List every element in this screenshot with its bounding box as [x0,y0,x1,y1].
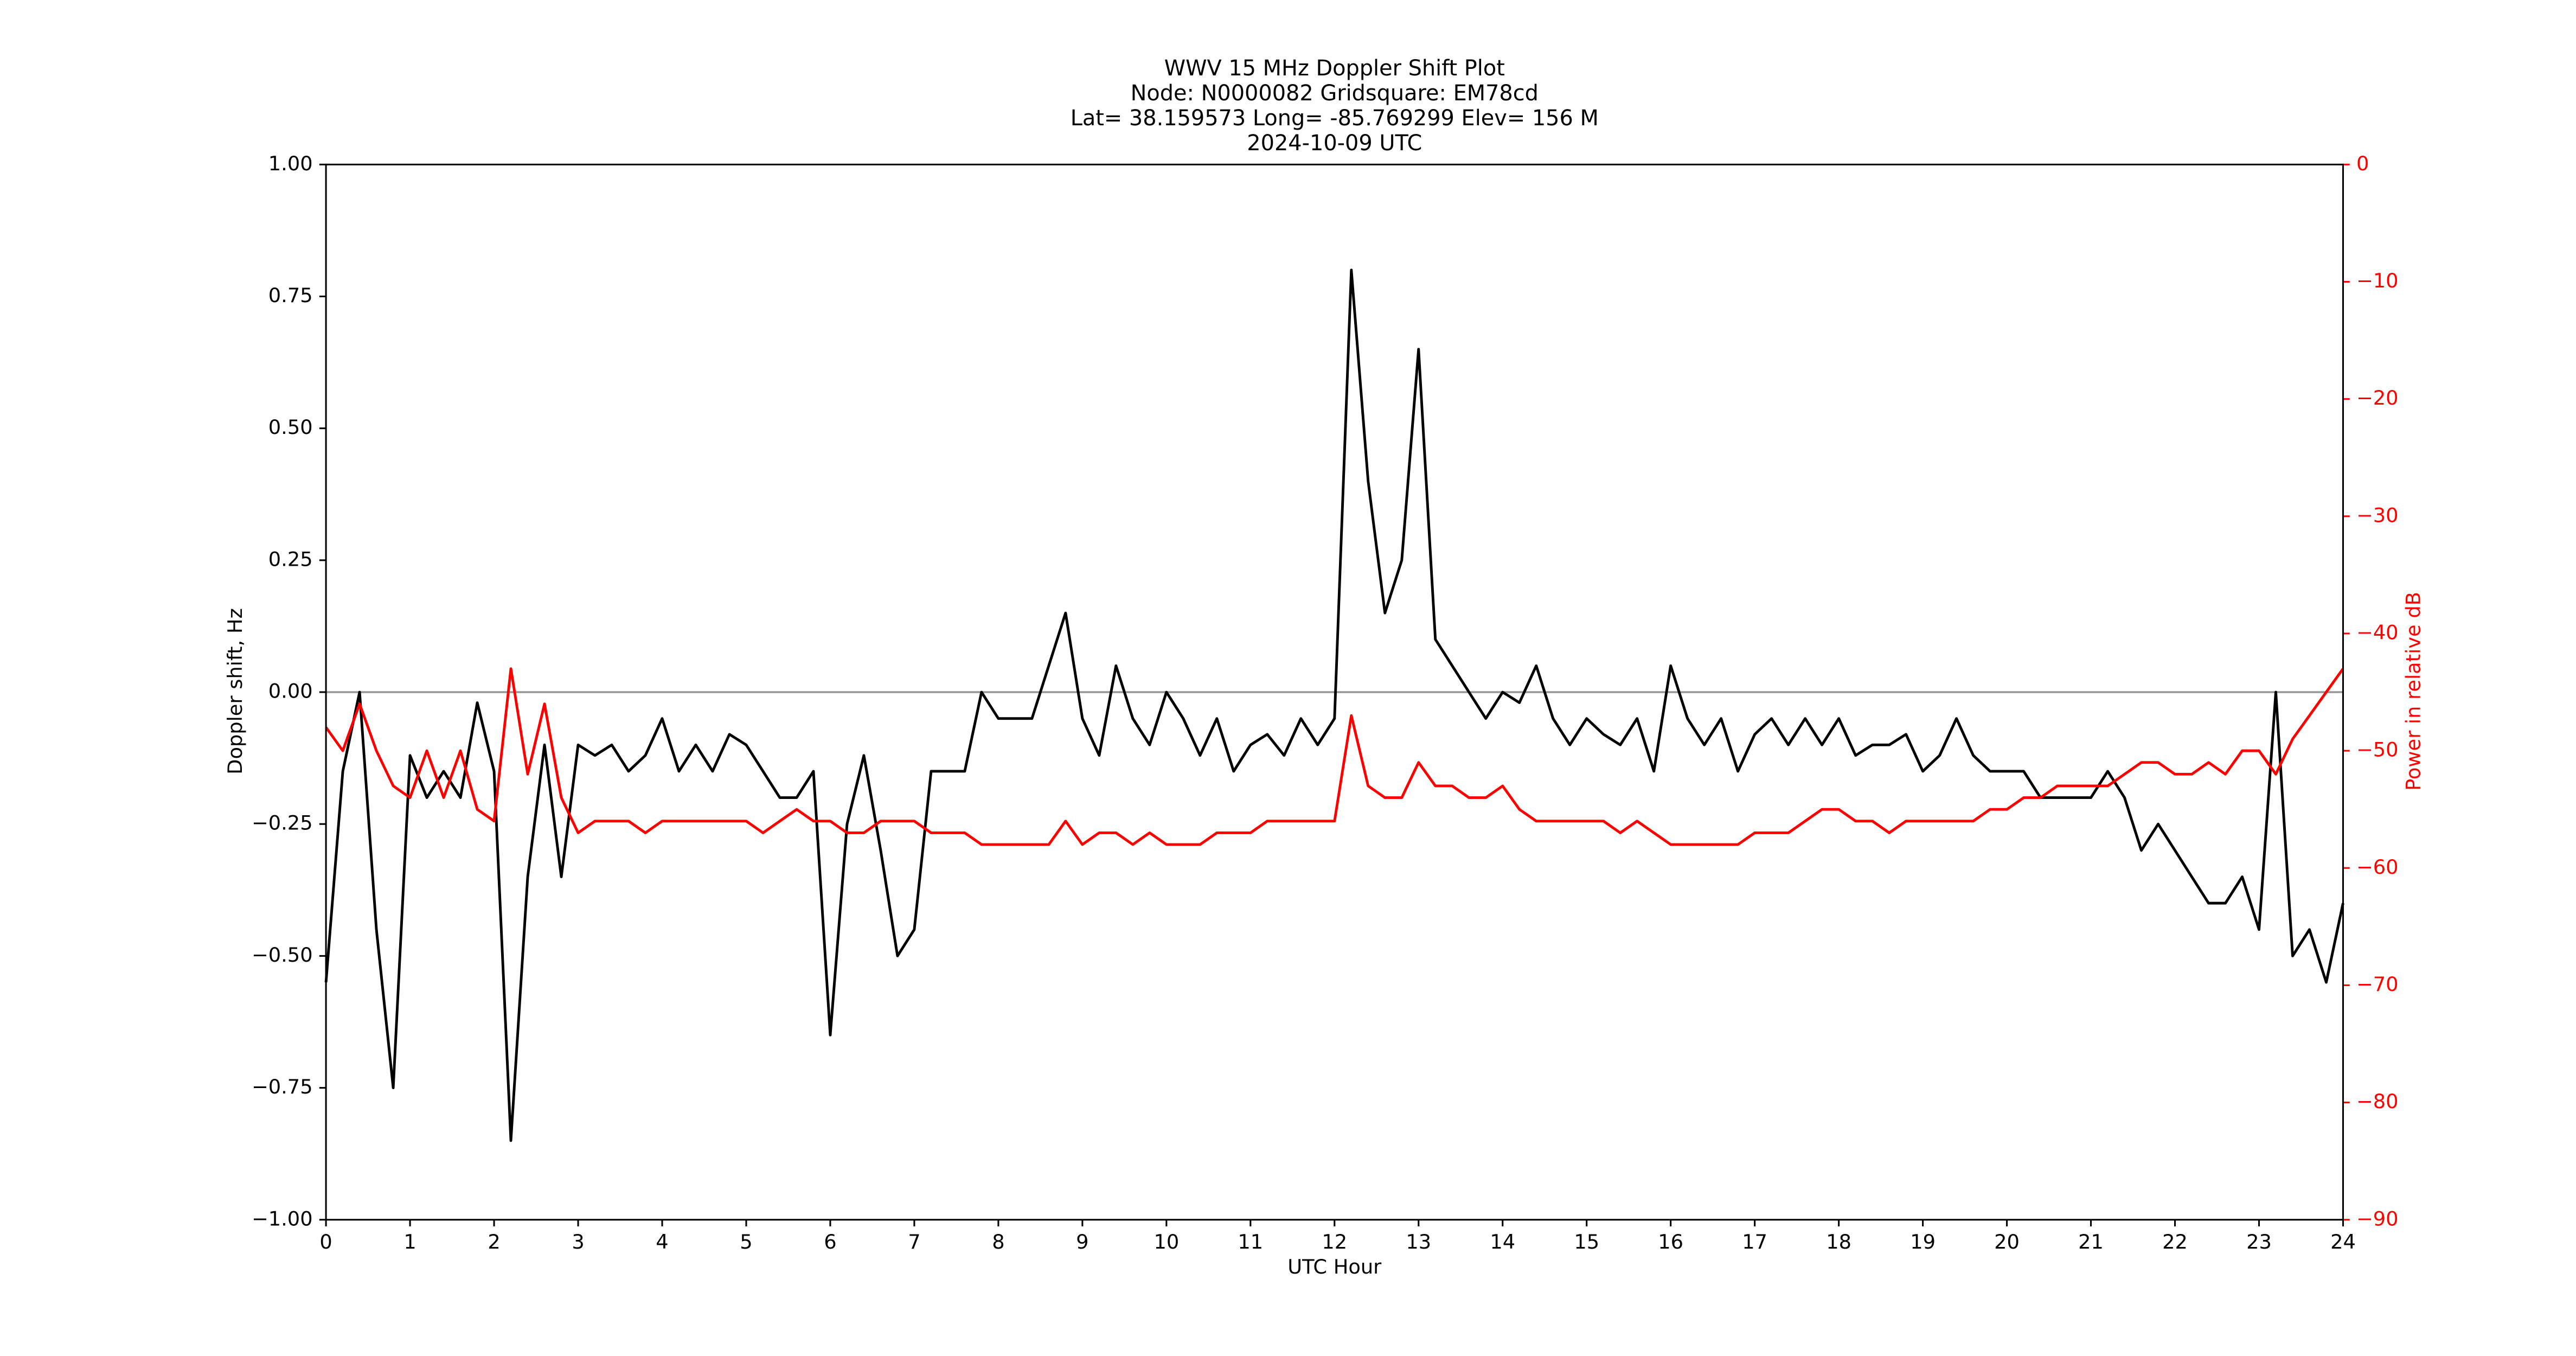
x-tick-label: 12 [1322,1230,1347,1253]
y2-axis-label: Power in relative dB [2402,592,2425,791]
x-tick-label: 16 [1658,1230,1683,1253]
y2-tick-label: −90 [2356,1207,2399,1230]
y2-tick-label: −10 [2356,269,2399,292]
y-tick-label: −0.75 [252,1075,313,1098]
x-tick-label: 20 [1994,1230,2020,1253]
y2-tick-label: −30 [2356,503,2399,527]
y-tick-label: 1.00 [268,152,313,175]
y-tick-label: 0.75 [268,284,313,307]
x-tick-label: 3 [572,1230,584,1253]
x-tick-label: 9 [1076,1230,1088,1253]
y2-tick-label: −70 [2356,973,2399,996]
y2-tick-label: −20 [2356,386,2399,410]
y-tick-label: 0.25 [268,547,313,571]
x-tick-label: 22 [2162,1230,2188,1253]
series-line [324,268,2344,1142]
x-tick-label: 13 [1406,1230,1431,1253]
series-line [325,667,2344,846]
y2-tick-label: −80 [2356,1090,2399,1113]
plot-frame [325,163,2344,1221]
y2-tick-label: −40 [2356,621,2399,644]
chart-subtitle: 2024-10-09 UTC [1247,131,1422,156]
x-tick-label: 11 [1238,1230,1263,1253]
chart-subtitle: Lat= 38.159573 Long= -85.769299 Elev= 15… [1071,106,1599,131]
y-tick-label: 0.00 [268,680,313,703]
y-tick-label: 0.50 [268,415,313,439]
x-tick-label: 4 [656,1230,668,1253]
x-tick-label: 19 [1910,1230,1936,1253]
y2-tick-label: 0 [2356,152,2369,175]
y2-tick-label: −50 [2356,738,2399,762]
x-tick-label: 17 [1742,1230,1767,1253]
y-tick-label: −0.25 [252,811,313,835]
x-tick-label: 0 [319,1230,332,1253]
x-tick-label: 15 [1574,1230,1599,1253]
x-tick-label: 23 [2246,1230,2272,1253]
x-tick-label: 24 [2330,1230,2356,1253]
y2-tick-label: −60 [2356,855,2399,879]
x-tick-label: 6 [824,1230,836,1253]
x-tick-label: 21 [2078,1230,2104,1253]
x-tick-label: 10 [1154,1230,1179,1253]
x-tick-label: 7 [908,1230,920,1253]
x-tick-label: 14 [1490,1230,1515,1253]
x-tick-label: 8 [992,1230,1004,1253]
x-tick-label: 5 [740,1230,752,1253]
y-axis-label: Doppler shift, Hz [223,608,247,775]
x-axis-label: UTC Hour [1287,1255,1382,1278]
x-tick-label: 1 [403,1230,416,1253]
x-tick-label: 18 [1826,1230,1851,1253]
x-tick-label: 2 [488,1230,500,1253]
y-tick-label: −0.50 [252,943,313,967]
chart-title: WWV 15 MHz Doppler Shift Plot [1164,56,1505,81]
chart-subtitle: Node: N0000082 Gridsquare: EM78cd [1131,81,1539,106]
y-tick-label: −1.00 [252,1207,313,1230]
